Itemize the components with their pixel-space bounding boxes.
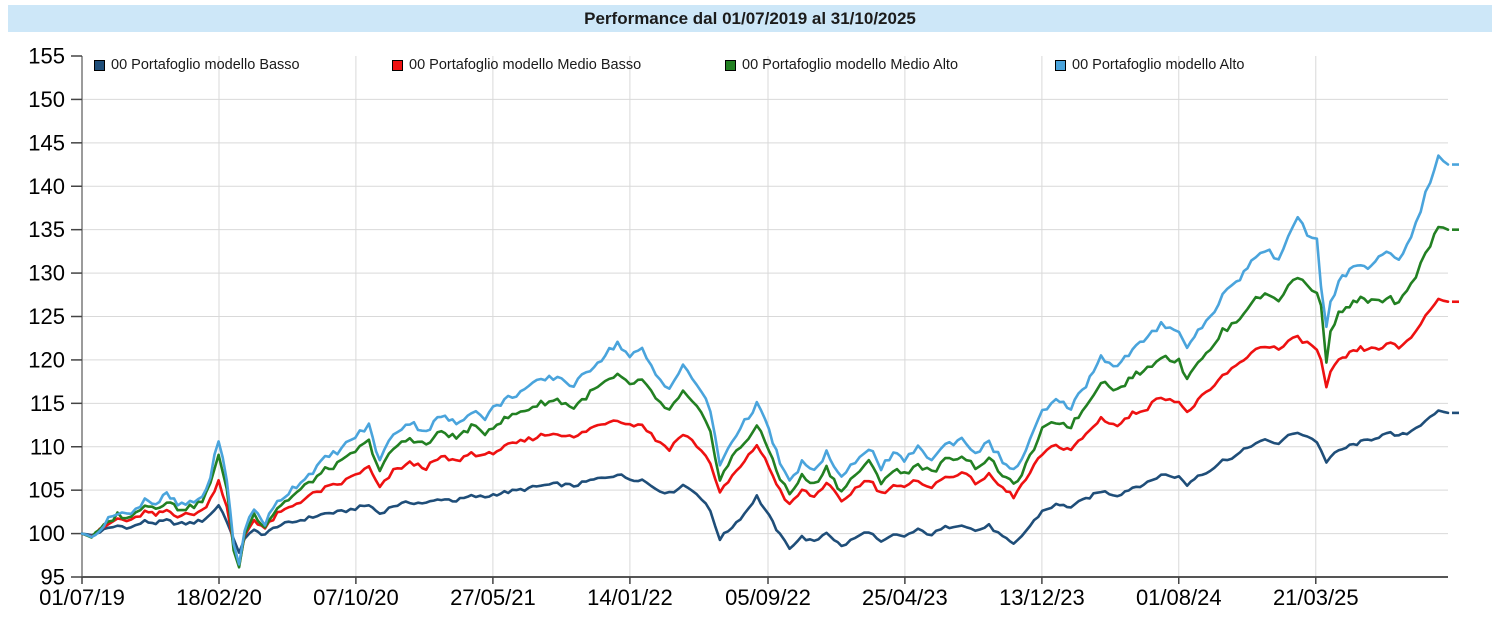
x-tick-label: 18/02/20 xyxy=(176,585,262,610)
y-tick-label: 125 xyxy=(28,304,65,329)
legend-swatch-alto-icon xyxy=(1055,59,1066,71)
y-tick-label: 110 xyxy=(30,434,65,459)
y-tick-label: 150 xyxy=(28,87,65,112)
y-tick-label: 130 xyxy=(28,261,65,286)
x-tick-label: 07/10/20 xyxy=(313,585,399,610)
x-axis: 01/07/19 18/02/20 07/10/20 27/05/21 14/01/22… xyxy=(39,577,1359,610)
y-tick-label: 120 xyxy=(28,347,65,372)
y-tick-label: 95 xyxy=(41,565,65,590)
x-tick-label: 01/07/19 xyxy=(39,585,125,610)
y-tick-label: 155 xyxy=(28,44,65,69)
y-tick-label: 140 xyxy=(28,174,65,199)
legend-label-alto: 00 Portafoglio modello Alto xyxy=(1072,57,1245,73)
x-tick-label: 21/03/25 xyxy=(1273,585,1359,610)
legend-swatch-basso-icon xyxy=(94,59,105,71)
chart-title-bar: Performance dal 01/07/2019 al 31/10/2025 xyxy=(8,5,1492,32)
y-axis: 95 100 105 110 115 120 125 130 135 140 145 150 155 xyxy=(28,44,82,590)
x-tick-label: 14/01/22 xyxy=(587,585,673,610)
legend-swatch-medio-basso-icon xyxy=(392,59,403,71)
legend-item-medio-alto: 00 Portafoglio modello Medio Alto xyxy=(725,57,958,73)
legend-item-medio-basso: 00 Portafoglio modello Medio Basso xyxy=(392,57,641,73)
legend-item-alto: 00 Portafoglio modello Alto xyxy=(1055,57,1245,73)
x-tick-label: 01/08/24 xyxy=(1136,585,1222,610)
chart-title: Performance dal 01/07/2019 al 31/10/2025 xyxy=(584,9,916,28)
legend-label-medio-alto: 00 Portafoglio modello Medio Alto xyxy=(742,57,959,73)
series-line-1 xyxy=(80,409,1450,554)
legend-swatch-medio-alto-icon xyxy=(725,59,736,71)
y-tick-label: 105 xyxy=(28,478,65,503)
x-tick-label: 13/12/23 xyxy=(999,585,1085,610)
series-line-4 xyxy=(80,154,1450,566)
x-tick-label: 25/04/23 xyxy=(862,585,948,610)
gridlines xyxy=(82,56,1448,577)
x-tick-label: 27/05/21 xyxy=(450,585,536,610)
y-tick-label: 135 xyxy=(28,217,65,242)
x-tick-label: 05/09/22 xyxy=(725,585,811,610)
legend-item-basso: 00 Portafoglio modello Basso xyxy=(94,57,300,73)
legend-label-medio-basso: 00 Portafoglio modello Medio Basso xyxy=(409,57,642,73)
legend-label-basso: 00 Portafoglio modello Basso xyxy=(111,57,300,73)
series-line-2 xyxy=(80,297,1450,568)
y-tick-label: 115 xyxy=(30,391,65,416)
y-tick-label: 145 xyxy=(28,130,65,155)
y-tick-label: 100 xyxy=(28,521,65,546)
series-line-3 xyxy=(80,225,1450,569)
